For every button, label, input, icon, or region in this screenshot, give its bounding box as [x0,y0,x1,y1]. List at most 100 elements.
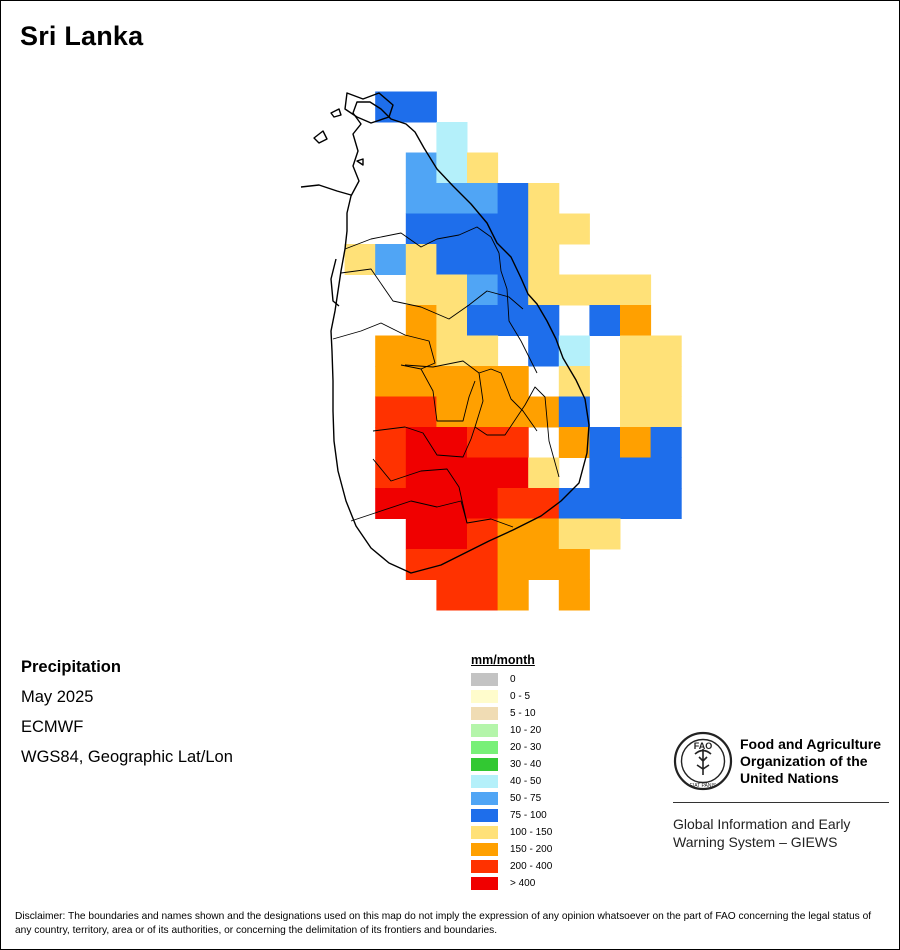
grid-cell [497,579,529,611]
grid-cell [467,335,499,367]
northwest-coast-inlet [300,184,352,196]
legend-label: 30 - 40 [510,759,542,770]
legend-swatch [471,877,498,890]
map-info-block: Precipitation May 2025 ECMWF WGS84, Geog… [21,657,233,777]
kandy-boundary [420,368,476,422]
legend-swatch [471,860,498,873]
grid-cell [589,518,621,550]
grid-cell [436,122,468,153]
legend-item: 20 - 30 [471,739,552,756]
western-inland-boundary [332,322,436,370]
grid-cell [558,427,590,458]
grid-cell [497,457,529,489]
legend-swatch [471,843,498,856]
grid-cell [467,488,499,519]
grid-cell [436,244,468,275]
jaffna-peninsula [344,92,394,124]
grid-cell [436,457,468,489]
legend-swatch [471,707,498,720]
grid-cell [436,152,468,184]
grid-cell [497,366,529,397]
grid-cell [405,396,437,428]
legend: mm/month 0 0 - 5 5 - 10 10 - 20 20 - 30 30 - … [471,653,552,892]
grid-cell [558,335,590,367]
grid-cell [405,152,437,184]
grid-cell [375,91,407,123]
legend-item: 0 [471,671,552,688]
grid-cell [405,305,437,336]
legend-label: > 400 [510,878,536,889]
grid-cell [497,183,529,214]
legend-item: 5 - 10 [471,705,552,722]
legend-label: 40 - 50 [510,776,542,787]
grid-cell [589,488,621,519]
grid-cell [467,457,499,489]
south-inland-boundary [372,458,468,524]
grid-cell [620,488,652,519]
grid-cell [528,396,560,428]
uva-boundary [474,372,560,478]
legend-label: 100 - 150 [510,827,553,838]
legend-title: mm/month [471,653,535,667]
grid-cell [436,518,468,550]
grid-cell [436,579,468,611]
grid-cell [620,396,652,428]
legend-label: 0 [510,674,516,685]
grid-cell [436,183,468,214]
grid-cell [436,366,468,397]
grid-cell [405,457,437,489]
grid-cell [528,274,560,306]
grid-cell [650,488,682,519]
grid-cell [467,579,499,611]
grid-cell [467,274,499,306]
grid-cell [436,213,468,245]
grid-cell [405,183,437,214]
grid-cell [589,274,621,306]
grid-cell [497,213,529,245]
legend-label: 50 - 75 [510,793,542,804]
org-name: Food and Agriculture Organization of the… [740,736,882,786]
grid-cell [375,457,407,489]
grid-cell [375,488,407,519]
legend-label: 10 - 20 [510,725,542,736]
central-province-boundary [404,360,538,432]
legend-swatch [471,690,498,703]
grid-cell [650,335,682,367]
logo-divider [673,802,889,803]
legend-label: 20 - 30 [510,742,542,753]
grid-cell [405,244,437,275]
grid-cell [620,335,652,367]
legend-label: 75 - 100 [510,810,547,821]
legend-swatch [471,792,498,805]
grid-cell [436,274,468,306]
east-boundary [498,252,538,374]
emblem-letters: FAO [694,741,713,751]
sabaragamuwa-boundary [372,426,476,458]
north-central-boundary [340,268,524,320]
giews-system-name: Global Information and Early Warning Sys… [673,816,851,850]
legend-label: 0 - 5 [510,691,531,702]
legend-rows: 0 0 - 5 5 - 10 10 - 20 20 - 30 30 - 40 40 - 50… [471,671,552,892]
grid-cell [405,549,437,580]
legend-label: 200 - 400 [510,861,553,872]
legend-label: 150 - 200 [510,844,553,855]
legend-swatch [471,826,498,839]
grid-cell [405,366,437,397]
grid-cell [589,427,621,458]
grid-cell [528,457,560,489]
grid-cell [650,366,682,397]
grid-cell [650,427,682,458]
grid-cell [558,274,590,306]
grid-cell [405,518,437,550]
grid-cell [497,305,529,336]
grid-cell [467,244,499,275]
grid-cell [528,549,560,580]
grid-cell [405,213,437,245]
legend-item: 50 - 75 [471,790,552,807]
grid-cell [620,457,652,489]
disclaimer-text: Disclaimer: The boundaries and names sho… [15,911,872,936]
grid-cell [620,427,652,458]
fao-emblem-icon: FAO FIAT PANIS [673,731,733,791]
district-boundaries [332,226,560,528]
legend-swatch [471,758,498,771]
